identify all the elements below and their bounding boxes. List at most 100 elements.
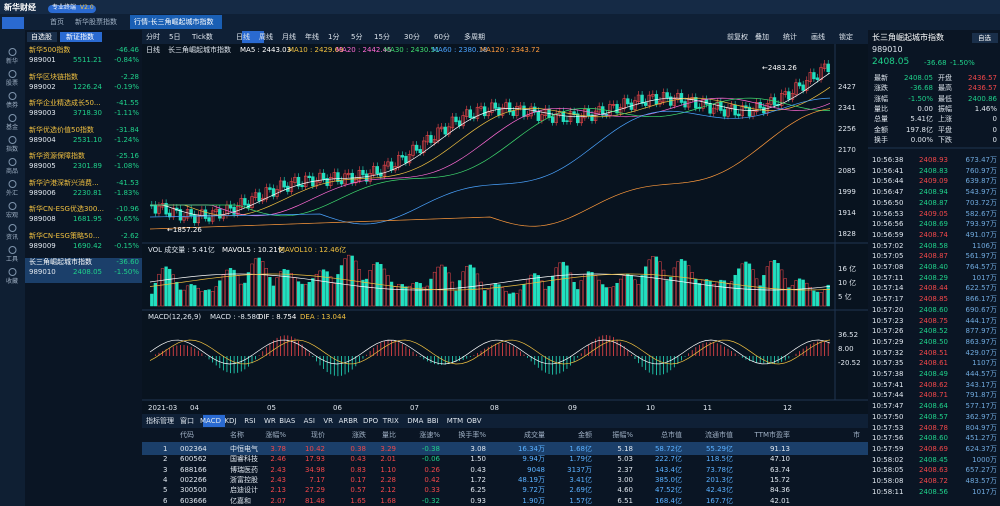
table-cell: -0.32 [421,496,440,505]
tool-button[interactable]: 锁定 [839,33,853,41]
table-cell[interactable]: 国睿科技 [230,455,258,464]
nav-item[interactable]: 债券 [6,102,19,109]
period-button[interactable]: 30分 [404,33,420,41]
decor-candle [296,176,301,187]
table-header: 量比 [382,431,396,439]
period-button[interactable]: Tick数 [192,33,213,41]
nav-item[interactable]: 商品 [6,168,19,175]
fav-button[interactable]: 自选 [978,34,991,42]
table-cell[interactable]: 博瑞医药 [230,465,258,474]
tab[interactable]: 行情-长三角崛起城市指数 [134,18,214,26]
table-cell: 9.94万 [522,455,545,464]
nav-item[interactable]: 指数 [6,146,19,153]
tick-volume: 703.72万 [965,198,998,207]
indicator-tab[interactable]: MTM [446,417,464,425]
decor-volume [754,278,759,307]
period-button[interactable]: 1分 [328,33,340,41]
period-button[interactable]: 分时 [146,33,160,41]
period-button[interactable]: 15分 [374,33,390,41]
decor-volume [762,275,766,307]
watch-tab[interactable]: 自选股 [31,33,52,41]
table-cell[interactable]: 亿嘉和 [230,496,251,505]
stat-value: 2408.05 [904,74,933,82]
decor-volume [336,274,340,307]
fav-button[interactable] [972,33,998,43]
index-change: -41.53 [116,178,139,187]
period-button[interactable]: 5分 [351,33,363,41]
nav-item[interactable]: 工具 [6,256,19,263]
tool-button[interactable]: 叠加 [755,33,769,41]
index-name[interactable]: 长三角崛起城市指数 [29,258,92,266]
nav-item[interactable]: 外汇 [6,190,19,197]
watch-tab[interactable]: 新证指数 [66,33,94,41]
indicator-tab[interactable]: MACD [200,417,221,425]
indicator-tab[interactable]: BIAS [279,417,296,425]
nav-item[interactable]: 基金 [6,124,19,131]
decor-volume [407,285,412,307]
indicator-tab[interactable]: RSI [244,417,256,425]
index-name[interactable]: 新华CN-ESG策略50... [29,231,100,240]
indicator-tab[interactable]: BBI [427,417,439,425]
decor-volume [250,263,254,307]
index-name[interactable]: 新华区块链指数 [29,72,78,81]
tick-volume: 429.07万 [965,348,998,357]
decor-volume [536,275,540,307]
indicator-tab[interactable]: WR [264,417,276,425]
period-button[interactable]: 多周期 [464,33,485,41]
decor-volume [225,269,229,307]
decor-candle [554,113,558,123]
nav-item[interactable]: 资讯 [6,234,19,241]
table-cell[interactable]: 浙富控股 [230,475,258,484]
tool-button[interactable]: 画线 [811,33,825,41]
nav-item[interactable]: 新华 [6,58,19,65]
decor-volume [157,273,161,307]
nav-item[interactable]: 宏观 [6,212,19,219]
period-button[interactable]: 年线 [305,33,319,41]
decor-volume [651,256,655,307]
table-cell: 3.29 [380,445,396,453]
indicator-tab[interactable]: 指标管理 [146,417,174,425]
index-name[interactable]: 新华沪港深新兴消费... [29,178,99,187]
indicator-tab[interactable]: VR [323,417,334,425]
indicator-tab[interactable]: ARBR [338,417,358,425]
decor-candle [518,105,523,108]
logo-button[interactable] [2,17,24,29]
index-name[interactable]: 新华500指数 [29,46,71,54]
decor-volume [808,287,812,307]
period-button[interactable]: 60分 [434,33,450,41]
indicator-tab[interactable]: 窗口 [180,417,194,425]
index-change: -31.84 [116,125,139,134]
indicator-tab[interactable]: DPO [363,417,379,425]
indicator-tab[interactable]: OBV [466,417,482,425]
index-name[interactable]: 新华资源保障指数 [29,152,85,160]
table-cell: 002364 [180,445,207,453]
nav-item[interactable]: 收藏 [6,278,19,285]
indicator-tab[interactable]: ASI [303,417,315,425]
stat-label: 最低 [938,94,952,103]
price-axis-label: 2427 [838,83,856,91]
indicator-tab[interactable]: KDJ [224,417,237,425]
decor-vol-line [149,273,831,291]
decor-candle [661,92,666,103]
period-button[interactable]: 月线 [282,33,296,41]
tab[interactable]: 首页 [50,18,64,26]
period-button[interactable]: 日线 [236,33,250,41]
tool-button[interactable]: 统计 [783,33,797,41]
index-name[interactable]: 新华企业精选成长50... [29,99,101,107]
indicator-tab[interactable]: DMA [407,417,424,425]
decor-volume [697,283,702,307]
tab[interactable]: 新华股票指数 [75,18,117,26]
tool-button[interactable]: 前复权 [727,33,748,41]
price-axis-label: 1914 [838,209,856,217]
decor-volume [210,291,215,307]
index-name[interactable]: 新华优选价值50指数 [29,125,94,134]
table-cell[interactable]: 启迪设计 [230,486,258,495]
index-price: 3718.30 [73,109,102,117]
table-cell[interactable]: 中恒电气 [230,445,258,453]
period-button[interactable]: 5日 [169,33,181,41]
period-button[interactable]: 周线 [259,33,273,41]
indicator-tab[interactable]: TRIX [382,417,399,425]
table-cell: 63.74 [769,465,790,474]
index-name[interactable]: 新华CN-ESG优选300... [29,205,104,213]
nav-item[interactable]: 股票 [6,80,19,87]
